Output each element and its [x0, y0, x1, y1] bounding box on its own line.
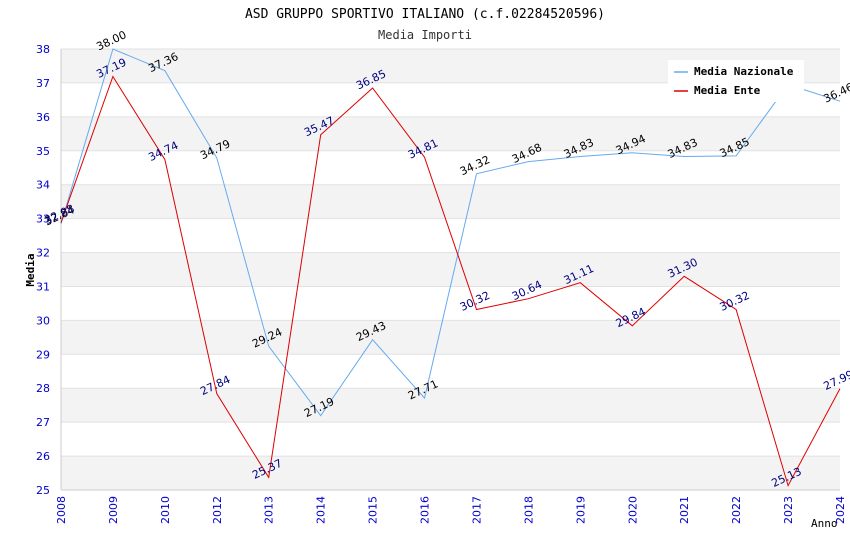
x-tick-label: 2021	[678, 496, 691, 524]
x-tick-label: 2013	[263, 496, 276, 524]
y-tick-label: 27	[36, 416, 50, 429]
x-tick-label: 2018	[522, 496, 535, 524]
legend-label-media-ente: Media Ente	[694, 84, 761, 97]
legend-box	[668, 60, 804, 102]
series-line-media-nazionale	[60, 48, 841, 417]
y-tick-label: 37	[36, 77, 50, 90]
y-tick-label: 32	[36, 247, 50, 260]
x-tick-label: 2010	[159, 496, 172, 524]
legend: Media Nazionale Media Ente	[668, 60, 804, 102]
series-line-media-ente	[60, 75, 841, 487]
grid-band	[61, 388, 840, 423]
y-tick-label: 28	[36, 382, 50, 395]
chart-title: ASD GRUPPO SPORTIVO ITALIANO (c.f.022845…	[245, 7, 605, 22]
data-label: 30.32	[718, 289, 752, 314]
x-tick-label: 2009	[107, 496, 120, 524]
grid-band	[61, 252, 840, 287]
x-tick-label: 2024	[834, 496, 847, 524]
x-tick-label: 2023	[782, 496, 795, 524]
x-tick-label: 2017	[470, 496, 483, 524]
x-tick-label: 2022	[730, 496, 743, 524]
y-tick-label: 33	[36, 213, 50, 226]
grid-band	[61, 320, 840, 355]
y-tick-label: 30	[36, 314, 50, 327]
y-tick-label: 31	[36, 280, 50, 293]
y-tick-label: 34	[36, 179, 50, 192]
data-label: 32.88	[42, 202, 76, 227]
y-tick-label: 35	[36, 145, 50, 158]
chart-subtitle: Media Importi	[378, 28, 472, 42]
y-tick-label: 29	[36, 348, 50, 361]
x-tick-label: 2015	[367, 496, 380, 524]
y-tick-label: 36	[36, 111, 50, 124]
x-tick-label: 2020	[626, 496, 639, 524]
legend-label-media-nazionale: Media Nazionale	[694, 65, 794, 78]
x-tick-label: 2016	[419, 496, 432, 524]
x-tick-label: 2019	[574, 496, 587, 524]
grid-band	[61, 184, 840, 219]
x-axis-label: Anno	[811, 517, 838, 530]
grid-band	[61, 456, 840, 490]
data-label: 34.32	[458, 153, 492, 178]
y-tick-label: 38	[36, 43, 50, 56]
y-tick-label: 26	[36, 450, 50, 463]
x-tick-label: 2014	[315, 496, 328, 524]
data-label: 30.32	[458, 289, 492, 314]
y-axis-label: Media	[24, 253, 37, 286]
grid-band	[61, 116, 840, 151]
data-label: 36.46	[821, 81, 850, 106]
y-tick-label: 25	[36, 484, 50, 497]
x-tick-label: 2012	[211, 496, 224, 524]
x-tick-label: 2008	[55, 496, 68, 524]
